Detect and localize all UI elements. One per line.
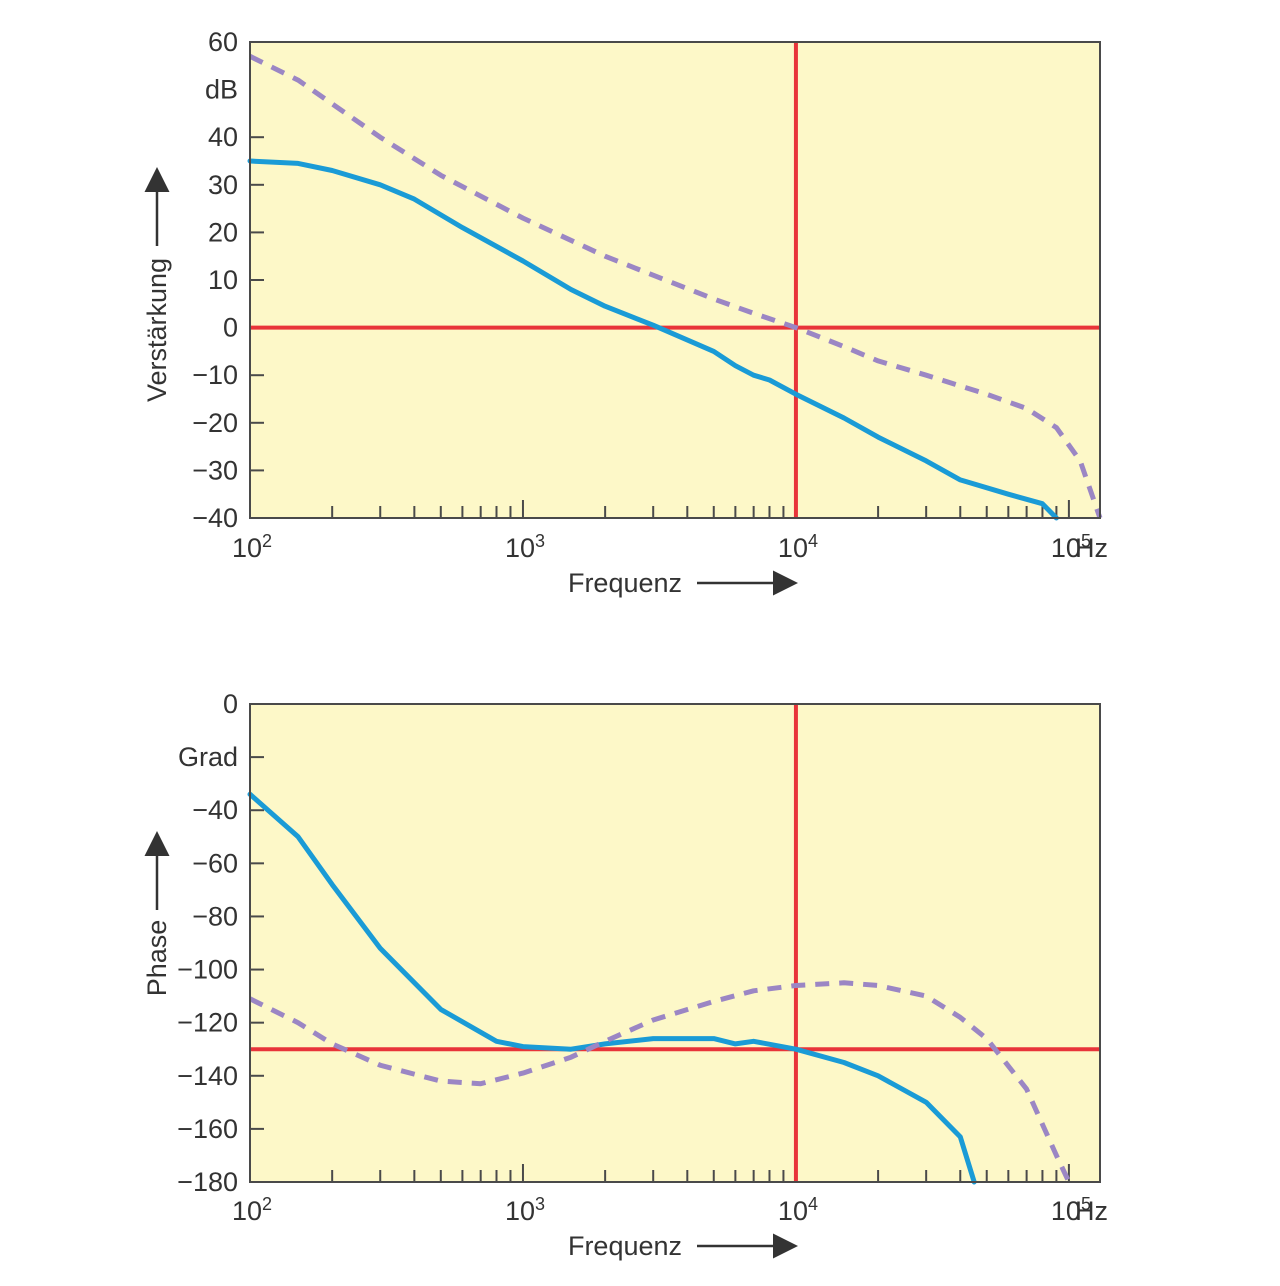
plot-background (250, 704, 1100, 1182)
y-tick-label: −40 (192, 795, 238, 825)
x-tick-label: 104 (778, 531, 818, 563)
y-axis-title: Phase (142, 920, 172, 997)
y-tick-label: 60 (208, 27, 238, 57)
x-axis-title: Frequenz (568, 1231, 682, 1261)
chart-panel-2: 102 103 104 1050−40−60−80−100−120−140−160−1… (142, 689, 1108, 1261)
y-unit-label: Grad (178, 742, 238, 772)
y-tick-label: −10 (192, 360, 238, 390)
solid-series-line (247, 158, 1059, 521)
x-tick-base: 10 (1051, 533, 1081, 563)
x-axis-title: Frequenz (568, 568, 682, 598)
y-tick-label: 30 (208, 170, 238, 200)
x-tick-base: 10 (232, 533, 262, 563)
y-tick-label: 0 (223, 689, 238, 719)
plot-frame (249, 703, 1101, 1183)
solid-series-line (247, 791, 977, 1185)
y-tick-label: 10 (208, 265, 238, 295)
plot-background (250, 42, 1100, 518)
x-tick-label: 105 (1051, 531, 1091, 563)
x-tick-base: 10 (505, 1196, 535, 1226)
chart-panel-1: 102 103 104 10560403020100−10−20−30−40dBHzF… (142, 27, 1108, 598)
y-tick-label: −160 (177, 1114, 238, 1144)
x-tick-exponent: 4 (808, 1194, 818, 1214)
y-tick-label: −30 (192, 455, 238, 485)
x-tick-base: 10 (778, 533, 808, 563)
x-unit-label: Hz (1075, 533, 1108, 563)
x-tick-label: 103 (505, 1194, 545, 1226)
y-axis-title: Verstärkung (142, 258, 172, 402)
x-tick-label: 102 (232, 1194, 272, 1226)
dashed-series-line (248, 54, 1103, 519)
x-tick-exponent: 2 (262, 1194, 272, 1214)
x-tick-exponent: 5 (1081, 531, 1091, 551)
y-tick-label: −100 (177, 955, 238, 985)
x-tick-base: 10 (778, 1196, 808, 1226)
y-tick-label: −40 (192, 503, 238, 533)
y-tick-label: −180 (177, 1167, 238, 1197)
x-tick-label: 104 (778, 1194, 818, 1226)
y-tick-label: −80 (192, 901, 238, 931)
x-tick-base: 10 (1051, 1196, 1081, 1226)
x-tick-exponent: 4 (808, 531, 818, 551)
x-tick-exponent: 5 (1081, 1194, 1091, 1214)
plot-frame (249, 41, 1101, 519)
x-tick-label: 103 (505, 531, 545, 563)
y-tick-label: −140 (177, 1061, 238, 1091)
y-tick-label: 40 (208, 122, 238, 152)
dashed-series-line (248, 980, 1072, 1184)
y-tick-label: −20 (192, 408, 238, 438)
y-tick-label: 0 (223, 313, 238, 343)
x-tick-label: 102 (232, 531, 272, 563)
x-tick-exponent: 3 (535, 531, 545, 551)
y-tick-label: −60 (192, 848, 238, 878)
x-tick-base: 10 (505, 533, 535, 563)
x-tick-exponent: 3 (535, 1194, 545, 1214)
x-unit-label: Hz (1075, 1196, 1108, 1226)
x-tick-label: 105 (1051, 1194, 1091, 1226)
x-tick-exponent: 2 (262, 531, 272, 551)
y-tick-label: 20 (208, 217, 238, 247)
y-tick-label: −120 (177, 1008, 238, 1038)
y-unit-label: dB (205, 75, 238, 105)
x-tick-base: 10 (232, 1196, 262, 1226)
